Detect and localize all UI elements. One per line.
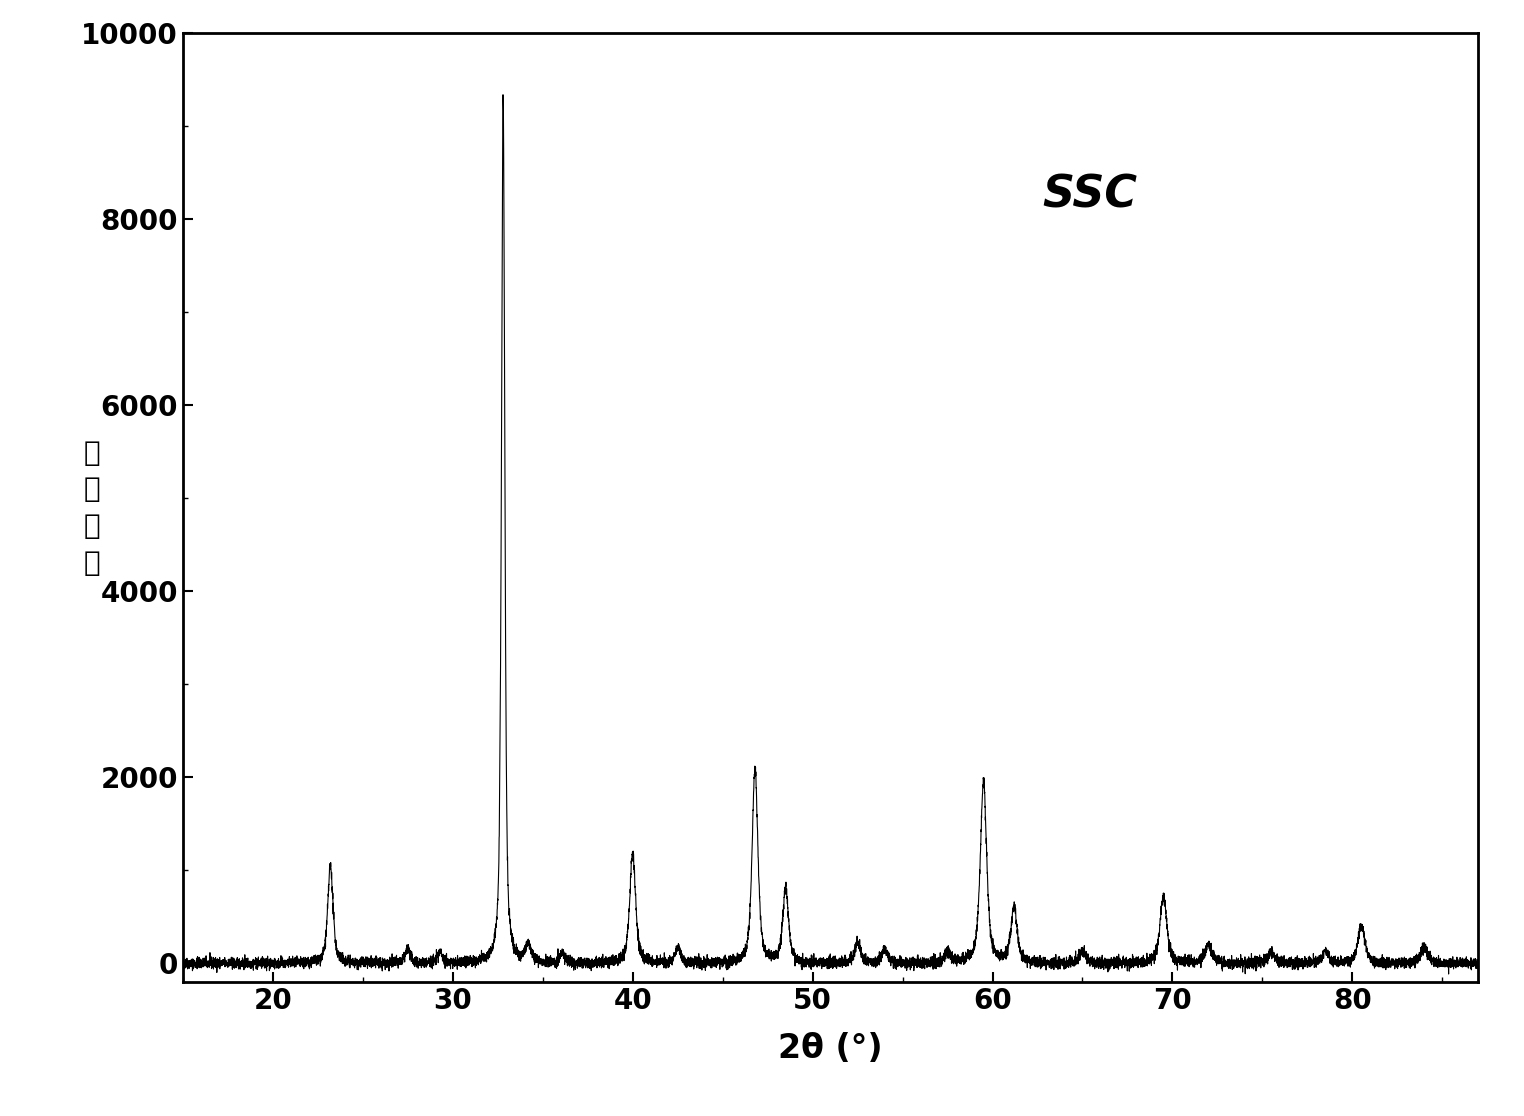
X-axis label: 2θ (°): 2θ (°) [779, 1031, 882, 1065]
Text: SSC: SSC [1042, 173, 1137, 217]
Text: 计
数
强
度: 计 数 强 度 [84, 439, 101, 577]
